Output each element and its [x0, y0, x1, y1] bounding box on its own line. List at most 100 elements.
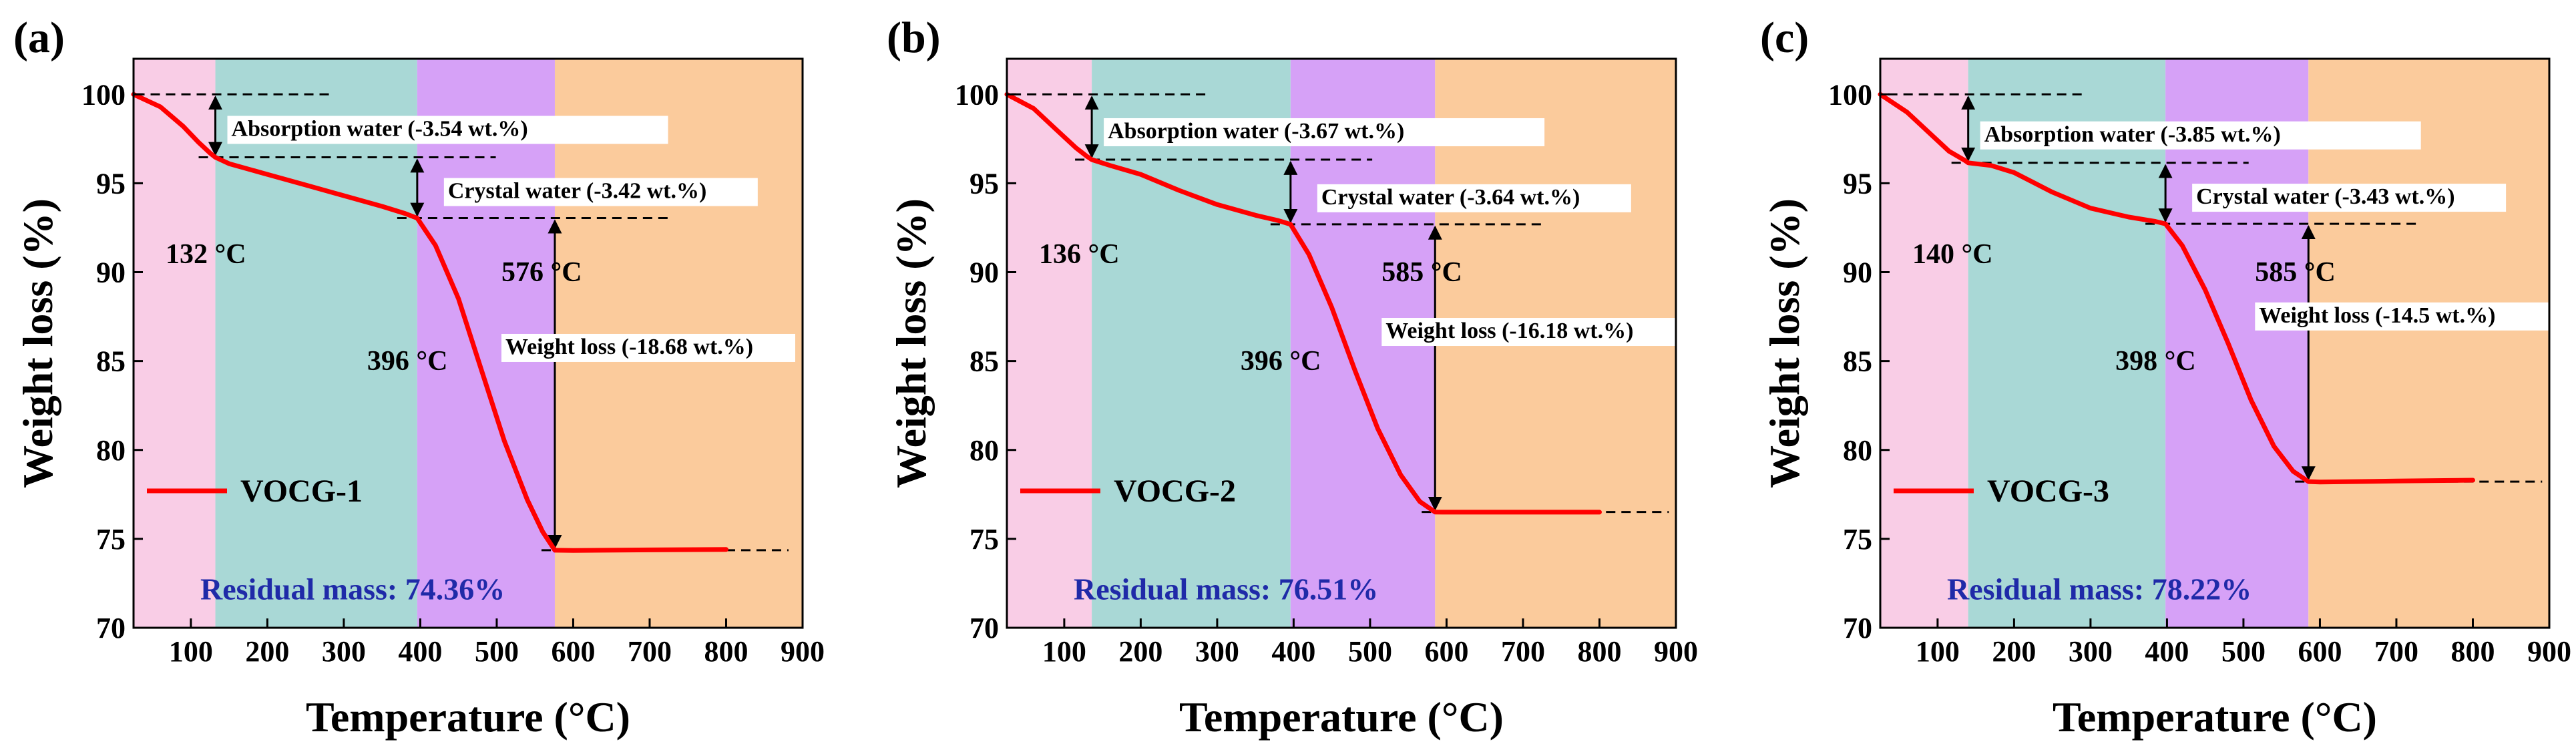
x-tick-label: 400	[398, 635, 442, 668]
x-tick-label: 900	[781, 635, 825, 668]
annotation-absorption-water-box	[1980, 121, 2421, 150]
chart-panel-2: Absorption water (-3.67 wt.%) Crystal wat…	[887, 13, 1698, 741]
temperature-label-3: 585 °C	[2255, 257, 2336, 288]
y-tick-label: 70	[1843, 612, 1872, 644]
temperature-region-2	[1092, 59, 1291, 628]
panel-label: (b)	[887, 13, 941, 62]
y-tick-label: 90	[970, 256, 999, 289]
y-tick-label: 90	[1843, 256, 1872, 289]
y-tick-label: 95	[96, 167, 126, 200]
annotation-crystal-water-box	[443, 178, 758, 206]
temperature-region-2	[1968, 59, 2166, 628]
y-tick-label: 85	[1843, 345, 1872, 378]
y-tick-label: 100	[81, 78, 126, 111]
y-tick-label: 80	[1843, 434, 1872, 467]
y-tick-label: 85	[970, 345, 999, 378]
annotation-crystal-water-box	[1317, 184, 1631, 212]
annotation-absorption-water-box	[1104, 118, 1545, 146]
temperature-label-3: 585 °C	[1381, 257, 1462, 288]
y-tick-label: 100	[1828, 78, 1872, 111]
x-tick-label: 400	[1271, 635, 1315, 668]
chart-panel-1: Absorption water (-3.54 wt.%) Crystal wat…	[13, 13, 825, 741]
annotation-absorption-water: Absorption water (-3.67 wt.%)	[1108, 119, 1404, 144]
series-line-vocg-2	[1004, 91, 1602, 515]
annotation-crystal-water: Crystal water (-3.42 wt.%)	[448, 179, 706, 204]
temperature-label-1: 136 °C	[1039, 239, 1120, 270]
chart-panel-3: Absorption water (-3.85 wt.%) Crystal wat…	[1760, 13, 2571, 741]
annotation-crystal-water: Crystal water (-3.43 wt.%)	[2196, 184, 2454, 209]
temperature-label-3: 576 °C	[501, 257, 582, 288]
temperature-label-2: 396 °C	[367, 346, 448, 377]
x-tick-label: 200	[1992, 635, 2036, 668]
x-tick-label: 900	[2527, 635, 2571, 668]
x-tick-label: 800	[1577, 635, 1621, 668]
plot-frame	[1006, 57, 1677, 629]
temperature-label-2: 396 °C	[1241, 346, 1321, 377]
annotation-absorption-water: Absorption water (-3.54 wt.%)	[232, 117, 528, 142]
x-tick-label: 100	[1042, 635, 1086, 668]
y-tick-label: 80	[970, 434, 999, 467]
panel-label: (a)	[13, 13, 65, 62]
y-tick-label: 90	[96, 256, 126, 289]
temperature-label-1: 140 °C	[1912, 239, 1993, 270]
x-tick-label: 100	[169, 635, 213, 668]
temperature-label-1: 132 °C	[166, 239, 246, 270]
annotation-absorption-water: Absorption water (-3.85 wt.%)	[1984, 122, 2281, 147]
x-tick-label: 600	[551, 635, 595, 668]
residual-mass-label: Residual mass: 78.22%	[1947, 572, 2251, 606]
y-tick-label: 100	[955, 78, 999, 111]
y-tick-label: 75	[1843, 523, 1872, 556]
x-tick-label: 200	[1118, 635, 1162, 668]
temperature-label-2: 398 °C	[2115, 346, 2196, 377]
x-tick-label: 200	[245, 635, 289, 668]
y-axis-title: Weight loss (%)	[887, 198, 935, 488]
residual-mass-label: Residual mass: 76.51%	[1074, 572, 1378, 606]
annotation-weight-loss-box	[1381, 318, 1676, 347]
annotation-weight-loss-box	[501, 333, 795, 362]
x-tick-label: 400	[2145, 635, 2189, 668]
temperature-region-1	[1007, 59, 1092, 628]
y-tick-label: 75	[970, 523, 999, 556]
temperature-region-1	[134, 59, 216, 628]
x-tick-label: 500	[1348, 635, 1392, 668]
legend-label: VOCG-3	[1987, 474, 2109, 509]
annotation-crystal-water: Crystal water (-3.64 wt.%)	[1321, 185, 1580, 210]
annotation-weight-loss: Weight loss (-18.68 wt.%)	[505, 335, 753, 359]
annotation-weight-loss: Weight loss (-14.5 wt.%)	[2259, 303, 2495, 328]
y-tick-label: 95	[1843, 167, 1872, 200]
series-line-vocg-1	[131, 91, 728, 553]
temperature-region-4	[2308, 59, 2549, 628]
y-tick-label: 95	[970, 167, 999, 200]
y-tick-label: 85	[96, 345, 126, 378]
x-tick-label: 900	[1654, 635, 1698, 668]
annotation-absorption-water-box	[227, 116, 668, 144]
annotation-weight-loss: Weight loss (-16.18 wt.%)	[1385, 319, 1633, 343]
series-line-vocg-3	[1878, 91, 2475, 485]
legend-label: VOCG-2	[1114, 474, 1236, 509]
temperature-region-2	[215, 59, 417, 628]
x-tick-label: 800	[2450, 635, 2495, 668]
x-tick-label: 700	[2374, 635, 2418, 668]
legend-label: VOCG-1	[240, 474, 363, 509]
y-tick-label: 80	[96, 434, 126, 467]
x-axis-title: Temperature (°C)	[306, 693, 630, 741]
y-tick-label: 70	[96, 612, 126, 644]
x-axis-title: Temperature (°C)	[2053, 693, 2377, 741]
x-tick-label: 300	[322, 635, 366, 668]
x-tick-label: 800	[704, 635, 748, 668]
x-tick-label: 500	[2221, 635, 2266, 668]
x-tick-label: 700	[628, 635, 672, 668]
y-tick-label: 70	[970, 612, 999, 644]
x-tick-label: 700	[1501, 635, 1545, 668]
panel-label: (c)	[1760, 13, 1809, 62]
plot-frame	[1879, 57, 2551, 629]
x-axis-title: Temperature (°C)	[1179, 693, 1504, 741]
x-tick-label: 600	[1424, 635, 1468, 668]
x-tick-label: 600	[2298, 635, 2342, 668]
x-tick-label: 300	[1195, 635, 1239, 668]
x-tick-label: 500	[475, 635, 519, 668]
y-axis-title: Weight loss (%)	[14, 198, 61, 488]
annotation-crystal-water-box	[2192, 184, 2507, 212]
x-tick-label: 100	[1916, 635, 1960, 668]
